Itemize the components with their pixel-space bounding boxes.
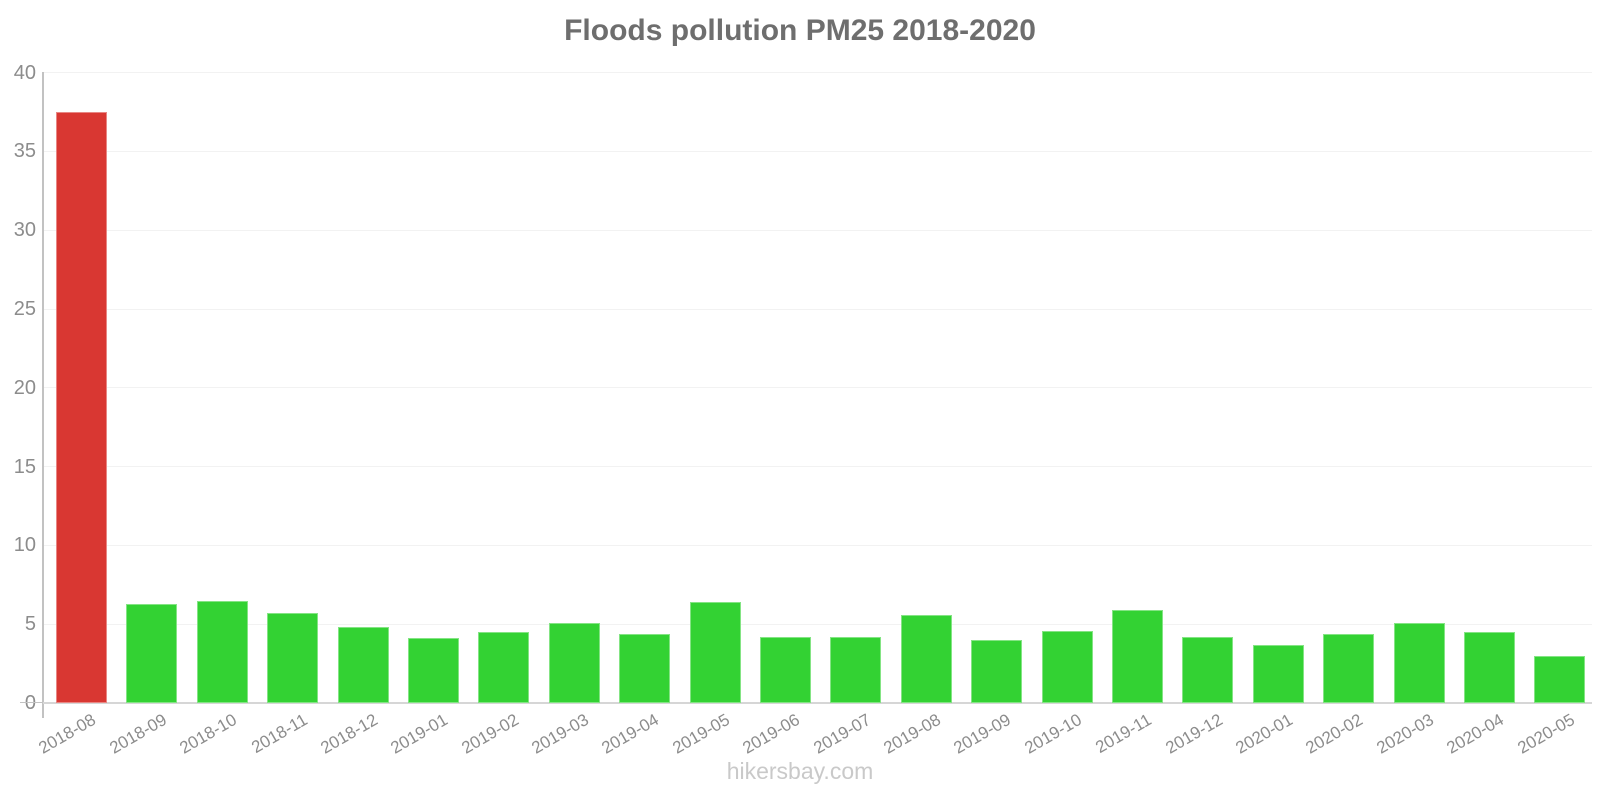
- gridline-y-20: [43, 387, 1592, 389]
- x-tick-label-2020-02: 2020-02: [1302, 710, 1367, 758]
- bar-2018-09: [126, 603, 178, 703]
- bar-2019-07: [830, 636, 882, 703]
- x-tick-label-2020-03: 2020-03: [1373, 710, 1437, 758]
- bar-2018-08: [56, 112, 107, 703]
- bar-2020-02: [1323, 633, 1375, 703]
- x-tick-label-2019-10: 2019-10: [1021, 710, 1085, 758]
- watermark: hikersbay.com: [726, 758, 874, 784]
- x-tick-label-2019-09: 2019-09: [950, 710, 1015, 758]
- x-tick-label-2020-01: 2020-01: [1232, 710, 1296, 758]
- bar-2019-02: [478, 632, 530, 703]
- y-tick-label-30: 30: [13, 219, 36, 242]
- y-tick-label-25: 25: [13, 298, 36, 321]
- gridline-y-35: [43, 150, 1592, 152]
- x-tick-label-2018-08: 2018-08: [35, 710, 99, 758]
- x-tick-label-2018-11: 2018-11: [247, 710, 311, 758]
- x-tick-label-2019-12: 2019-12: [1161, 710, 1226, 758]
- y-tick-label-20: 20: [13, 376, 36, 399]
- gridline-y-30: [43, 229, 1592, 231]
- bar-2019-03: [548, 622, 600, 703]
- gridline-y-25: [43, 308, 1592, 310]
- x-tick-label-2019-04: 2019-04: [598, 710, 663, 758]
- x-tick-label-2020-04: 2020-04: [1443, 710, 1507, 758]
- bar-2019-09: [971, 639, 1023, 703]
- gridline-y-5: [43, 623, 1592, 625]
- gridline-y-15: [43, 466, 1592, 468]
- x-axis-baseline: [43, 702, 1592, 704]
- y-tick-label-5: 5: [24, 613, 36, 636]
- bar-2018-11: [267, 613, 319, 703]
- bar-2019-12: [1182, 636, 1234, 703]
- bar-2018-10: [196, 600, 248, 703]
- y-tick-label-40: 40: [13, 61, 36, 84]
- y-tick-label-0: 0: [24, 692, 36, 714]
- bar-2018-12: [337, 627, 389, 703]
- x-tick-label-2018-12: 2018-12: [317, 710, 381, 758]
- x-tick-label-2019-08: 2019-08: [880, 710, 944, 758]
- gridline-y-10: [43, 544, 1592, 546]
- chart-title: Floods pollution PM25 2018-2020: [564, 14, 1036, 47]
- y-tick-label-10: 10: [13, 534, 36, 557]
- bar-2020-03: [1393, 622, 1445, 703]
- y-tick-label-15: 15: [13, 455, 36, 478]
- bar-2020-01: [1252, 644, 1304, 703]
- bar-2019-10: [1041, 630, 1093, 703]
- bar-2019-01: [408, 638, 459, 703]
- bar-2019-08: [900, 614, 952, 703]
- bar-2019-06: [760, 636, 811, 703]
- bar-2019-11: [1112, 610, 1163, 703]
- x-tick-label-2019-06: 2019-06: [739, 710, 803, 758]
- zero-tick-mark: [20, 702, 43, 703]
- x-tick-label-2019-07: 2019-07: [809, 710, 874, 758]
- x-tick-label-2019-02: 2019-02: [457, 710, 522, 758]
- bar-2020-04: [1464, 632, 1515, 703]
- x-tick-label-2019-11: 2019-11: [1092, 710, 1155, 758]
- x-tick-label-2018-09: 2018-09: [105, 710, 170, 758]
- bar-2019-04: [619, 633, 671, 703]
- x-tick-label-2018-10: 2018-10: [176, 710, 240, 758]
- x-tick-label-2019-01: 2019-01: [387, 710, 451, 758]
- gridline-y-40: [43, 72, 1592, 74]
- bar-2019-05: [689, 602, 741, 703]
- x-tick-label-2019-05: 2019-05: [669, 710, 733, 758]
- bar-2020-05: [1534, 655, 1586, 703]
- x-tick-label-2019-03: 2019-03: [528, 710, 592, 758]
- x-tick-label-2020-05: 2020-05: [1513, 710, 1578, 758]
- y-tick-label-35: 35: [13, 140, 36, 163]
- y-axis-line: [42, 72, 44, 718]
